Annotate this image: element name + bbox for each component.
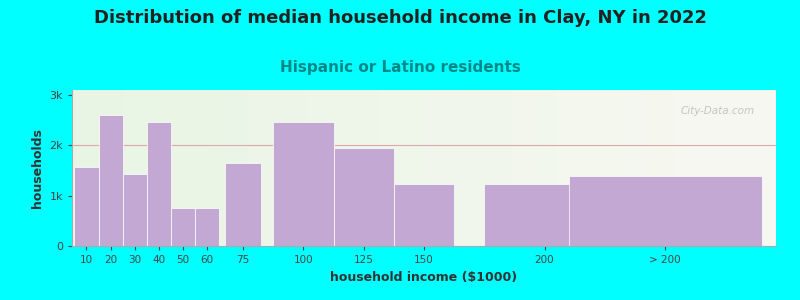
Bar <box>484 184 605 246</box>
Bar <box>171 208 195 246</box>
Text: Hispanic or Latino residents: Hispanic or Latino residents <box>279 60 521 75</box>
Bar <box>122 174 146 246</box>
Bar <box>195 208 219 246</box>
Y-axis label: households: households <box>30 128 44 208</box>
Bar <box>569 176 762 246</box>
Bar <box>334 148 394 246</box>
Text: City-Data.com: City-Data.com <box>681 106 755 116</box>
Text: Distribution of median household income in Clay, NY in 2022: Distribution of median household income … <box>94 9 706 27</box>
Bar <box>225 164 262 246</box>
Bar <box>146 122 171 246</box>
Bar <box>98 115 122 246</box>
X-axis label: household income ($1000): household income ($1000) <box>330 271 518 284</box>
Bar <box>274 122 334 246</box>
Bar <box>74 167 98 246</box>
Bar <box>394 184 454 246</box>
